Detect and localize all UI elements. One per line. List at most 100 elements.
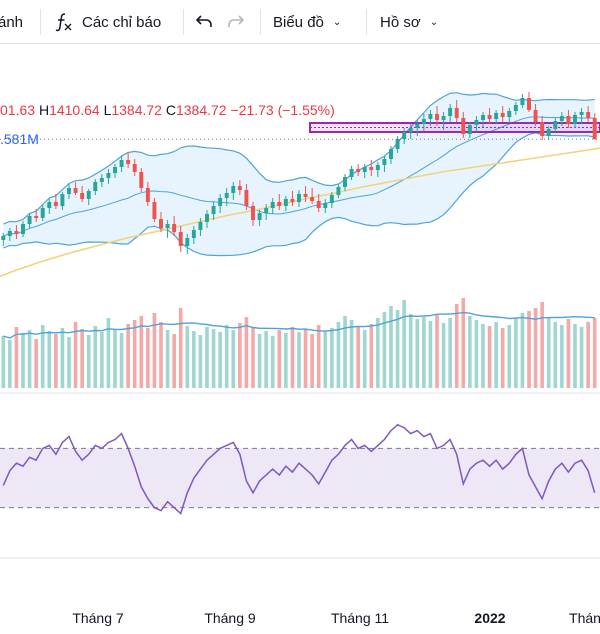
bollinger-middle: [3, 116, 595, 237]
rsi-pane: [0, 423, 600, 515]
volume-bar: [376, 318, 380, 388]
volume-bar: [106, 318, 111, 388]
volume-bar: [54, 334, 58, 388]
x-tick-label: Tháng 11: [330, 610, 390, 626]
candle-body: [7, 231, 12, 236]
candle-body: [566, 116, 571, 124]
candle-body: [60, 194, 65, 206]
volume-bar: [211, 329, 216, 388]
redo-icon: [228, 15, 245, 27]
volume-bar: [316, 325, 321, 388]
volume-bar: [178, 308, 183, 388]
candle-body: [448, 108, 453, 116]
bollinger-upper: [3, 92, 595, 225]
candle-body: [343, 177, 347, 187]
volume-bar: [257, 334, 262, 388]
volume-bar: [297, 332, 301, 388]
volume-bar: [224, 325, 229, 388]
candle-body: [159, 219, 163, 228]
indicators-button[interactable]: Các chỉ báo: [52, 0, 161, 44]
volume-bar: [362, 330, 367, 388]
volume-bar: [435, 315, 439, 388]
toolbar-tab-partial[interactable]: ánh: [0, 13, 24, 31]
volume-bar: [500, 328, 505, 388]
candle-body: [47, 202, 52, 208]
candle-body: [507, 111, 512, 117]
candle-body: [191, 230, 196, 238]
candle-body: [132, 164, 137, 172]
volume-bar: [408, 314, 413, 388]
volume-bar: [540, 302, 544, 388]
candle-body: [198, 222, 203, 230]
volume-bar: [284, 333, 288, 388]
volume-bar: [507, 325, 512, 388]
volume-bar: [218, 332, 222, 388]
candle-body: [573, 115, 577, 124]
volume-bar: [86, 335, 91, 388]
undo-button[interactable]: [194, 0, 214, 44]
x-tick-label: 2022: [474, 610, 506, 626]
candle-body: [553, 121, 558, 129]
volume-bar: [330, 328, 334, 388]
volume-bar: [192, 331, 196, 388]
x-tick-label: Tháng 7: [72, 610, 124, 626]
profile-button[interactable]: Hồ sơ ⌄: [380, 0, 438, 44]
toolbar-divider: [366, 9, 367, 35]
volume-bar: [422, 317, 426, 388]
volume-bar: [119, 333, 124, 388]
price-chart[interactable]: [0, 44, 600, 600]
redo-button[interactable]: [226, 0, 246, 44]
candle-body: [356, 169, 361, 172]
range-box: [309, 122, 600, 133]
time-axis[interactable]: Tháng 7 Tháng 9 Tháng 11 2022 Thán: [0, 604, 600, 634]
volume-bar: [415, 319, 420, 388]
candle-body: [375, 165, 380, 170]
candle-body: [106, 173, 111, 178]
chart-type-label: Biểu đồ: [273, 13, 324, 31]
volume-bar: [159, 322, 163, 388]
volume-bar: [402, 300, 406, 388]
candle-body: [520, 98, 525, 105]
candle-body: [205, 214, 209, 222]
volume-bar: [244, 317, 249, 388]
rsi-band: [0, 448, 600, 508]
candle-body: [487, 115, 492, 119]
volume-bar: [533, 308, 538, 388]
candle-body: [211, 206, 216, 214]
candle-body: [178, 232, 183, 246]
volume-bar: [139, 316, 144, 388]
price-pane: [0, 92, 600, 278]
candle-body: [119, 160, 124, 167]
candle-body: [1, 236, 6, 240]
candle-body: [152, 202, 157, 219]
volume-bar: [238, 323, 242, 388]
volume-bar: [251, 328, 255, 388]
candle-body: [336, 187, 341, 195]
volume-bar: [586, 322, 590, 388]
volume-bar: [560, 325, 564, 388]
candle-body: [395, 139, 400, 149]
volume-bar: [461, 298, 466, 388]
volume-bar: [428, 321, 433, 388]
chart-area[interactable]: 01.63 H1410.64 L1384.72 C1384.72 −21.73 …: [0, 44, 600, 626]
volume-bar: [389, 306, 393, 388]
candle-body: [113, 167, 117, 173]
volume-bar: [454, 304, 459, 388]
chart-type-button[interactable]: Biểu đồ ⌄: [273, 0, 341, 44]
candle-body: [99, 178, 104, 182]
volume-bar: [93, 326, 98, 388]
volume-bar: [494, 322, 498, 388]
volume-bar: [172, 334, 176, 388]
candle-body: [126, 160, 131, 164]
candle-body: [303, 194, 308, 197]
volume-bar: [231, 330, 236, 388]
candle-body: [494, 113, 499, 119]
top-toolbar: ánh Các chỉ báo Biểu đồ ⌄ Hồ sơ ⌄: [0, 0, 600, 44]
candle-body: [165, 224, 170, 228]
volume-pane: [1, 298, 597, 388]
rsi-line: [2, 423, 596, 515]
candle-body: [467, 125, 472, 134]
volume-bar: [448, 318, 452, 388]
indicators-label: Các chỉ báo: [82, 13, 162, 31]
candle-body: [172, 224, 177, 232]
